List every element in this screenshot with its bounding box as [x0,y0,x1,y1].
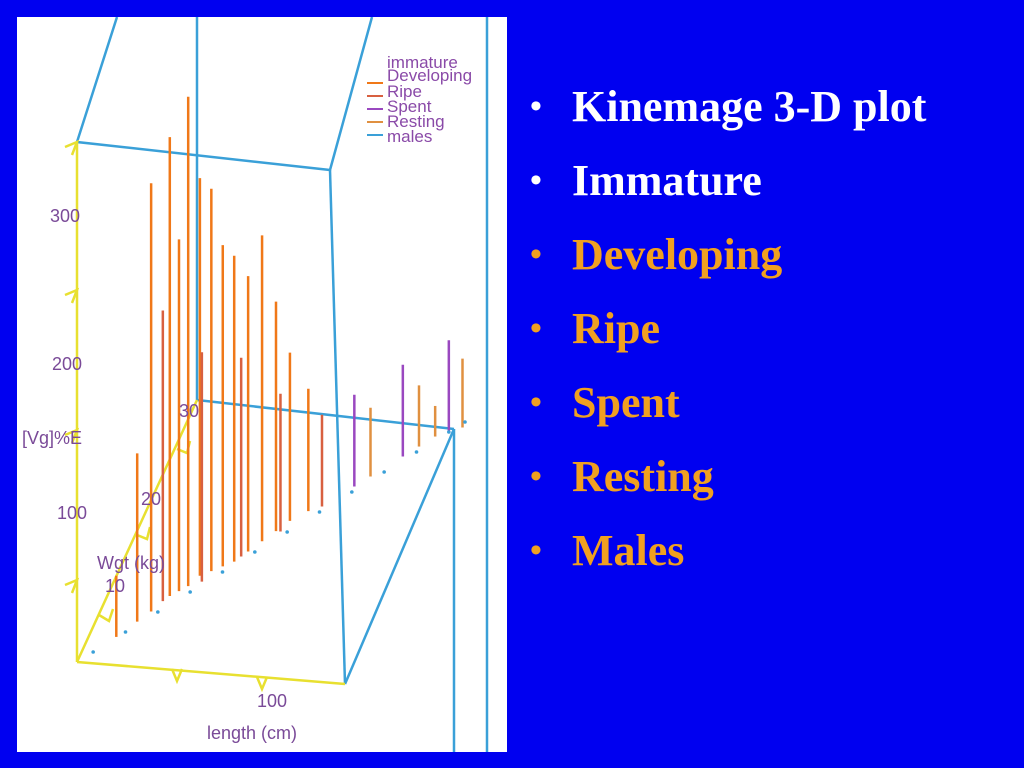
axis-tick-y1 [98,608,115,623]
bullet-item: • Kinemage 3-D plot [530,80,926,154]
length-axis [76,660,346,686]
axes [64,139,346,693]
data-point-males [447,430,451,434]
bullet-dot: • [530,458,542,495]
y-tick-label-10: 10 [105,576,125,596]
bullet-dot: • [530,236,542,273]
bullet-item: • Resting [530,450,926,524]
z-tick-label-200: 200 [52,354,82,374]
axis-tick-z2 [64,427,80,444]
chart-marks [91,96,467,654]
x-tick-label-100: 100 [257,691,287,711]
data-point-males [285,530,289,534]
data-point-males [91,650,95,654]
axis-tick-x2 [255,676,269,693]
box-back-top [75,17,374,172]
legend-entry-males: males [387,127,432,146]
bullet-dot: • [530,88,542,125]
data-point-males [317,510,322,514]
data-point-males [414,450,419,454]
kinemage-plot-panel: 300 200 100 [Vg]%E 30 20 10 Wgt (kg) 100… [17,17,507,752]
bullet-text: Spent [572,378,680,427]
legend-entry-spent: Spent [387,97,432,116]
box-back-vertical-right [328,169,347,685]
legend-entry-developing: Developing [387,66,472,85]
bullet-text: Resting [572,452,714,501]
bullet-text: Developing [572,230,783,279]
bullet-list: • Kinemage 3-D plot • Immature • Developing… [530,80,926,598]
data-point-males [220,570,225,574]
data-point-males [253,550,257,554]
x-axis-label: length (cm) [207,723,297,743]
bullet-item: • Males [530,524,926,598]
bullet-text: Ripe [572,304,660,353]
legend-entry-resting: Resting [387,112,445,131]
bullet-dot: • [530,384,542,421]
y-tick-label-30: 30 [179,401,199,421]
z-tick-label-100: 100 [57,503,87,523]
axis-tick-z1 [64,287,80,304]
axis-arrow-top [64,139,80,156]
box-back-bottom [196,398,455,431]
y-axis-label: Wgt (kg) [97,553,165,573]
data-point-males [382,470,386,474]
kinemage-3d-plot: 300 200 100 [Vg]%E 30 20 10 Wgt (kg) 100… [22,17,489,752]
box-front-bottom [343,428,456,685]
legend-entry-ripe: Ripe [387,82,422,101]
axis-tick-z3 [64,577,80,594]
data-point-males [188,590,192,594]
bullet-item: • Developing [530,228,926,302]
bullet-text: Males [572,526,685,575]
bullet-item: • Ripe [530,302,926,376]
data-point-males [123,630,128,634]
bullet-item: • Spent [530,376,926,450]
axis-tick-y2 [136,526,152,541]
legend: immature Developing Ripe Spent Resting m… [367,53,472,146]
data-point-males [463,420,467,424]
axis-tick-x1 [170,668,184,685]
bullet-text: Immature [572,156,762,205]
bullet-dot: • [530,162,542,199]
z-tick-label-300: 300 [50,206,80,226]
bullet-text: Kinemage 3-D plot [572,82,927,131]
data-point-males [350,490,354,494]
bounding-box [75,17,489,752]
bullet-item: • Immature [530,154,926,228]
data-point-males [156,610,160,614]
bullet-dot: • [530,310,542,347]
bullet-dot: • [530,532,542,569]
z-axis-label: [Vg]%E [22,428,82,448]
legend-entry-immature: immature [387,53,458,72]
y-tick-label-20: 20 [141,489,161,509]
